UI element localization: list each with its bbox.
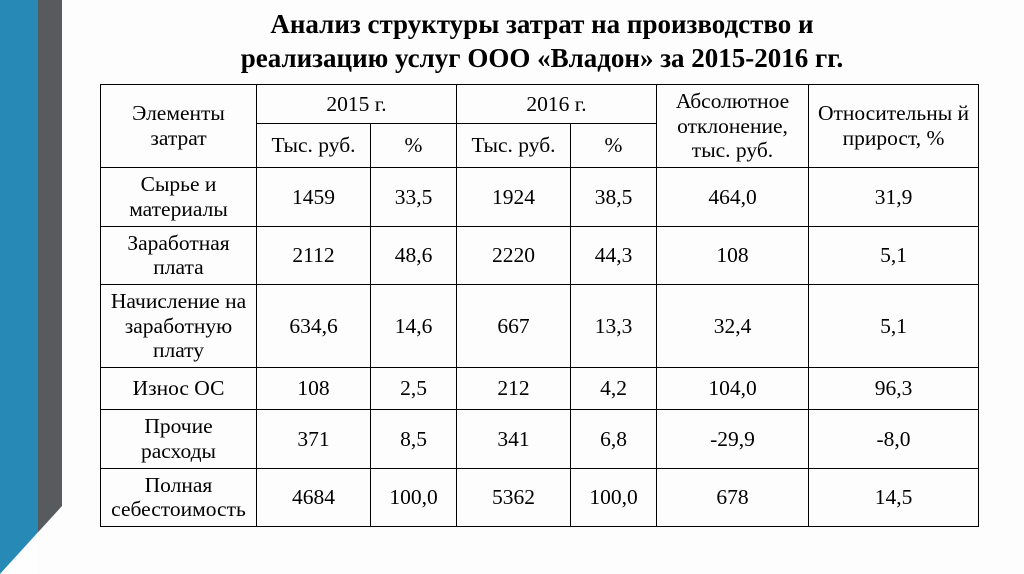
row-label: Начисление на заработную плату: [101, 285, 257, 368]
row-2016-val: 667: [457, 285, 571, 368]
row-2016-pct: 100,0: [571, 468, 657, 526]
row-2016-pct: 4,2: [571, 368, 657, 410]
col-2015-val: Тыс. руб.: [257, 124, 371, 168]
row-abs: 104,0: [657, 368, 809, 410]
accent-cut-inner: [0, 532, 38, 574]
row-2015-val: 108: [257, 368, 371, 410]
row-2015-pct: 33,5: [371, 168, 457, 226]
col-rel-growth: Относительны й прирост, %: [809, 85, 979, 168]
row-rel: 96,3: [809, 368, 979, 410]
row-2016-pct: 38,5: [571, 168, 657, 226]
table-row: Износ ОС 108 2,5 212 4,2 104,0 96,3: [101, 368, 979, 410]
table-row: Прочие расходы 371 8,5 341 6,8 -29,9 -8,…: [101, 410, 979, 468]
row-2016-pct: 6,8: [571, 410, 657, 468]
row-2015-pct: 48,6: [371, 226, 457, 284]
row-label: Износ ОС: [101, 368, 257, 410]
row-2016-val: 5362: [457, 468, 571, 526]
row-2016-val: 212: [457, 368, 571, 410]
cost-structure-table: Элементы затрат 2015 г. 2016 г. Абсолютн…: [100, 84, 978, 527]
table-row: Начисление на заработную плату 634,6 14,…: [101, 285, 979, 368]
row-label: Заработная плата: [101, 226, 257, 284]
accent-sidebar: [0, 0, 62, 574]
row-rel: -8,0: [809, 410, 979, 468]
table-row: Сырье и материалы 1459 33,5 1924 38,5 46…: [101, 168, 979, 226]
table-row: Заработная плата 2112 48,6 2220 44,3 108…: [101, 226, 979, 284]
row-2016-val: 341: [457, 410, 571, 468]
row-label: Прочие расходы: [101, 410, 257, 468]
accent-light-stripe: [0, 0, 38, 574]
row-rel: 31,9: [809, 168, 979, 226]
row-2016-pct: 44,3: [571, 226, 657, 284]
page-title: Анализ структуры затрат на производство …: [80, 8, 1004, 76]
row-abs: -29,9: [657, 410, 809, 468]
col-2016-pct: %: [571, 124, 657, 168]
row-label: Полная себестоимость: [101, 468, 257, 526]
row-rel: 5,1: [809, 285, 979, 368]
col-2015-pct: %: [371, 124, 457, 168]
col-2016-val: Тыс. руб.: [457, 124, 571, 168]
row-abs: 464,0: [657, 168, 809, 226]
row-2015-pct: 14,6: [371, 285, 457, 368]
col-year-2015: 2015 г.: [257, 85, 457, 124]
row-abs: 32,4: [657, 285, 809, 368]
title-line-2: реализацию услуг ООО «Владон» за 2015-20…: [241, 43, 844, 73]
accent-dark-stripe: [38, 0, 62, 574]
row-2016-val: 1924: [457, 168, 571, 226]
row-2015-val: 1459: [257, 168, 371, 226]
row-label: Сырье и материалы: [101, 168, 257, 226]
row-2016-pct: 13,3: [571, 285, 657, 368]
col-elements: Элементы затрат: [101, 85, 257, 168]
row-abs: 108: [657, 226, 809, 284]
row-rel: 14,5: [809, 468, 979, 526]
row-2015-pct: 100,0: [371, 468, 457, 526]
row-2015-pct: 2,5: [371, 368, 457, 410]
title-line-1: Анализ структуры затрат на производство …: [270, 9, 813, 39]
row-rel: 5,1: [809, 226, 979, 284]
row-2015-pct: 8,5: [371, 410, 457, 468]
table-row: Полная себестоимость 4684 100,0 5362 100…: [101, 468, 979, 526]
row-2015-val: 2112: [257, 226, 371, 284]
row-abs: 678: [657, 468, 809, 526]
col-year-2016: 2016 г.: [457, 85, 657, 124]
row-2015-val: 634,6: [257, 285, 371, 368]
col-abs-dev: Абсолютное отклонение, тыс. руб.: [657, 85, 809, 168]
row-2016-val: 2220: [457, 226, 571, 284]
row-2015-val: 4684: [257, 468, 371, 526]
row-2015-val: 371: [257, 410, 371, 468]
